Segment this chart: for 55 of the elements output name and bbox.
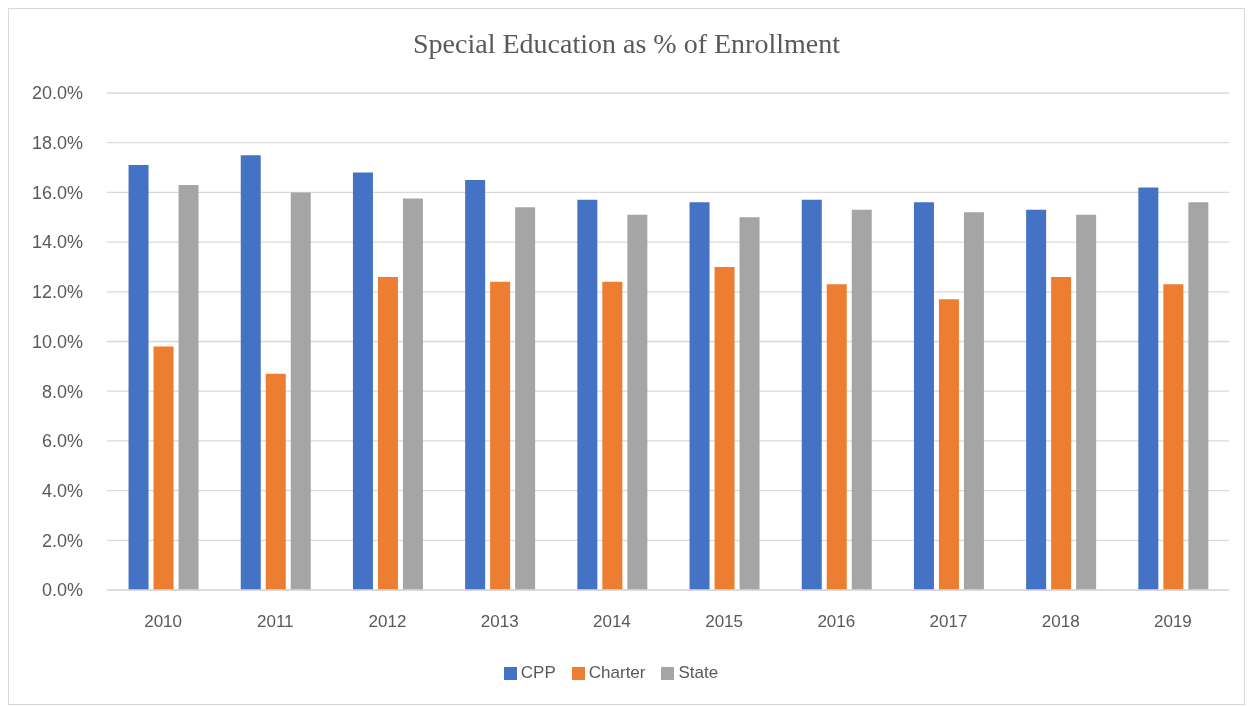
y-tick-label: 18.0% <box>31 133 83 154</box>
legend-label: State <box>678 663 719 682</box>
y-tick-label: 2.0% <box>41 530 83 551</box>
x-tick-label: 2015 <box>705 612 744 632</box>
x-tick-label: 2012 <box>368 612 407 632</box>
bar <box>739 217 760 590</box>
bar <box>1138 187 1159 590</box>
bar <box>938 299 959 590</box>
x-tick-label: 2011 <box>257 612 294 632</box>
bar <box>689 202 710 590</box>
bar <box>801 199 822 590</box>
bar <box>128 165 149 590</box>
x-tick-label: 2017 <box>929 612 968 632</box>
x-tick-label: 2014 <box>592 612 631 632</box>
y-tick-label: 20.0% <box>31 83 83 104</box>
bar <box>515 207 536 590</box>
x-tick-label: 2010 <box>144 612 183 632</box>
y-tick-label: 14.0% <box>31 232 83 253</box>
bar <box>1188 202 1209 590</box>
x-tick-label: 2018 <box>1041 612 1080 632</box>
bar <box>290 192 311 590</box>
bar <box>963 212 984 590</box>
bar <box>240 155 261 590</box>
y-tick-label: 12.0% <box>31 282 83 303</box>
bar <box>913 202 934 590</box>
bar <box>490 281 511 590</box>
y-tick-label: 4.0% <box>41 480 83 501</box>
bar <box>1076 214 1097 590</box>
bar <box>851 209 872 590</box>
bar <box>153 346 174 590</box>
bar <box>714 266 735 590</box>
bar <box>1163 284 1184 590</box>
x-tick-label: 2016 <box>817 612 856 632</box>
y-tick-label: 0.0% <box>41 580 83 601</box>
bar <box>352 172 373 590</box>
bar <box>602 281 623 590</box>
bar <box>465 179 486 590</box>
bar <box>265 373 286 590</box>
x-tick-label: 2013 <box>480 612 519 632</box>
y-tick-label: 8.0% <box>41 381 83 402</box>
bar <box>178 184 199 590</box>
chart-title: Special Education as % of Enrollment <box>412 28 841 60</box>
bar <box>1026 209 1047 590</box>
y-tick-label: 6.0% <box>41 431 83 452</box>
y-tick-label: 16.0% <box>31 182 83 203</box>
bar <box>826 284 847 590</box>
bar <box>627 214 648 590</box>
legend-label: Charter <box>588 663 646 682</box>
bar <box>577 199 598 590</box>
bar <box>1051 276 1072 590</box>
legend-label: CPP <box>520 663 556 682</box>
y-tick-label: 10.0% <box>31 331 83 352</box>
bar <box>377 276 398 590</box>
x-tick-label: 2019 <box>1153 612 1192 632</box>
bar <box>402 198 423 590</box>
